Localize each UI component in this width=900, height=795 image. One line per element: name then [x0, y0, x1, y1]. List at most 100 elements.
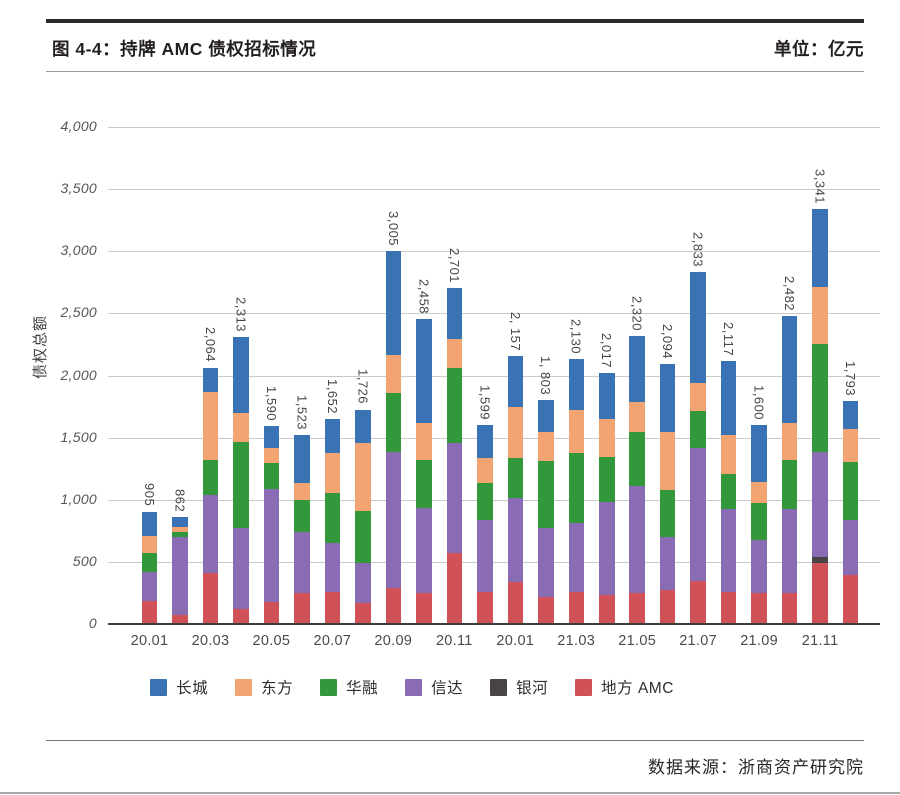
legend-swatch-icon [405, 678, 423, 696]
bar-segment [355, 602, 371, 624]
legend-label: 地方 AMC [601, 680, 674, 697]
bar-total-label: 3,005 [385, 210, 401, 246]
bar-segment [416, 318, 432, 424]
bar-segment [385, 355, 402, 394]
x-tick-label: 21.09 [740, 633, 778, 649]
bar-segment [568, 523, 584, 592]
bar-segment [659, 536, 676, 590]
bar-segment [629, 432, 645, 486]
gridline [108, 251, 880, 253]
bar-total-label: 905 [142, 483, 157, 507]
x-tick-label: 20.09 [374, 633, 413, 649]
bar-segment [812, 451, 828, 558]
bar-segment [355, 510, 371, 564]
bar-segment [690, 447, 706, 581]
bar-segment [599, 595, 615, 624]
gridline [108, 499, 880, 501]
bar-segment [842, 520, 859, 575]
bar-segment [202, 573, 219, 624]
bar-segment [263, 448, 280, 463]
legend-item: 东方 [235, 676, 293, 698]
bar-segment [172, 531, 188, 538]
bar-segment [233, 442, 249, 529]
bar-segment [263, 462, 280, 490]
x-tick-label: 21.07 [679, 633, 717, 649]
bar-segment [172, 516, 188, 527]
bar-segment [781, 509, 798, 593]
legend-item: 信达 [405, 676, 463, 698]
bar-segment [720, 474, 737, 510]
bar-segment [842, 461, 859, 520]
bar-segment [507, 356, 523, 407]
bar-segment [781, 460, 798, 510]
bar-total-label: 2,313 [233, 296, 249, 332]
bar-segment [538, 460, 554, 529]
bar-segment [842, 575, 859, 624]
bar-segment [172, 526, 188, 532]
bar-segment [812, 562, 828, 624]
bar-segment [690, 581, 706, 624]
legend-item: 华融 [320, 676, 378, 698]
x-tick-label: 20.07 [313, 633, 352, 649]
bar-segment [568, 453, 584, 524]
bar-segment [568, 409, 584, 454]
bar-total-label: 1, 803 [538, 355, 554, 395]
legend-item: 长城 [150, 676, 208, 698]
bar-segment [416, 460, 432, 509]
bar-segment [202, 495, 219, 574]
bar-segment [690, 410, 706, 448]
legend-swatch-icon [235, 678, 253, 696]
legend-swatch-icon [150, 678, 168, 696]
y-tick-label: 2,000 [60, 366, 97, 383]
legend-label: 长城 [176, 680, 209, 697]
bar-segment [446, 288, 463, 339]
bar-segment [842, 429, 859, 462]
bar-segment [294, 500, 310, 532]
bar-segment [659, 489, 676, 537]
bar-segment [172, 537, 188, 616]
bar-segment [141, 601, 158, 624]
bar-segment [263, 426, 280, 449]
bar-segment [446, 553, 463, 624]
legend-label: 华融 [346, 680, 379, 697]
y-tick-label: 500 [72, 552, 97, 569]
x-tick-label: 20.01 [130, 633, 169, 649]
bar-segment [355, 563, 371, 603]
legend-label: 东方 [261, 680, 294, 697]
y-tick-label: 1,000 [60, 490, 97, 507]
bar-segment [720, 435, 737, 475]
chart-legend: 长城 东方 华融 信达 银河 地方 AMC [40, 676, 784, 698]
bar-total-label: 1,599 [477, 385, 493, 421]
bar-segment [751, 425, 767, 482]
bar-total-label: 1,590 [263, 386, 279, 422]
bar-segment [385, 588, 402, 624]
bar-segment [324, 452, 341, 493]
y-tick-label: 4,000 [60, 118, 97, 134]
bar-segment [294, 434, 310, 483]
bar-segment [324, 492, 341, 544]
bar-segment [751, 503, 767, 541]
bar-segment [507, 406, 523, 459]
bar-segment [477, 458, 493, 484]
bar-segment [324, 543, 341, 592]
bar-segment [659, 363, 676, 432]
legend-item: 银河 [490, 676, 548, 698]
bar-segment [233, 336, 249, 414]
bar-segment [659, 431, 676, 490]
bar-segment [263, 489, 280, 602]
bar-total-label: 1,652 [324, 378, 340, 414]
bar-segment [751, 593, 767, 624]
bar-segment [172, 615, 188, 624]
bar-total-label: 2,833 [690, 231, 706, 267]
unit-label: 单位：亿元 [774, 39, 864, 59]
bar-segment [720, 361, 737, 436]
gridline [108, 561, 880, 563]
x-tick-label: 21.05 [618, 633, 657, 649]
y-tick-label: 3,000 [60, 242, 97, 259]
bar-segment [507, 458, 523, 499]
bar-segment [141, 571, 158, 601]
bar-segment [324, 591, 341, 624]
bar-segment [416, 508, 432, 594]
bar-segment [538, 596, 554, 624]
bar-segment [294, 531, 310, 594]
